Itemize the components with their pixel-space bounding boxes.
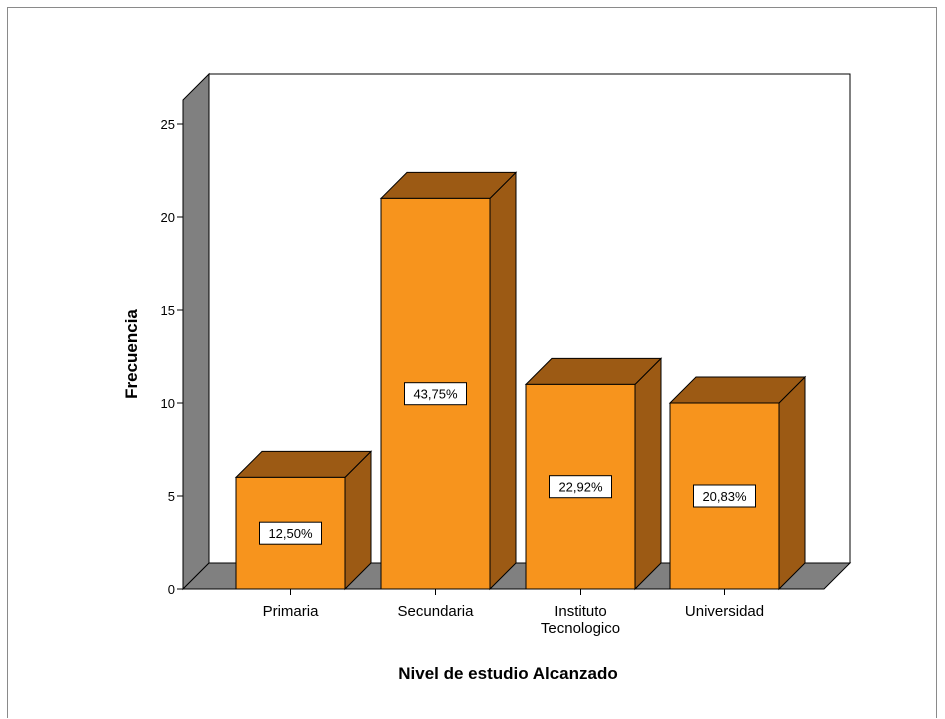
x-axis-title: Nivel de estudio Alcanzado (398, 664, 617, 683)
bar: 22,92% (524, 357, 663, 591)
y-axis: 0 5 10 15 20 25 (161, 100, 184, 597)
bar-side (634, 357, 662, 591)
x-tick-label: Secundaria (398, 603, 475, 620)
data-label-box (549, 475, 612, 499)
bar: 43,75% (379, 171, 518, 591)
y-tick-label: 15 (161, 303, 175, 318)
x-tick-label: Primaria (263, 603, 319, 620)
data-label-box (404, 382, 467, 406)
x-tick-label: Instituto Tecnologico (541, 603, 620, 637)
y-tick-label: 5 (168, 489, 175, 504)
bar-side (778, 375, 806, 591)
x-axis: Primaria Secundaria Instituto Tecnologico Un… (263, 589, 764, 637)
y-tick-label: 10 (161, 396, 175, 411)
y-tick-label: 20 (161, 210, 175, 225)
bar-side (489, 171, 517, 591)
data-label: 22,92% (558, 480, 603, 495)
data-label: 20,83% (702, 489, 747, 504)
y-axis-title: Frecuencia (122, 309, 141, 399)
bar: 12,50% (234, 450, 373, 591)
x-tick-label: Universidad (685, 603, 764, 620)
y-tick-label: 25 (161, 117, 175, 132)
data-label: 43,75% (413, 387, 458, 402)
bars: 12,50% 43,75% 22,92% 20,83% (234, 171, 807, 591)
bar: 20,83% (668, 375, 807, 591)
y-tick-label: 0 (168, 582, 175, 597)
data-label-box (693, 484, 756, 508)
data-label-box (259, 521, 322, 545)
data-label: 12,50% (268, 526, 313, 541)
left-wall (182, 72, 210, 591)
